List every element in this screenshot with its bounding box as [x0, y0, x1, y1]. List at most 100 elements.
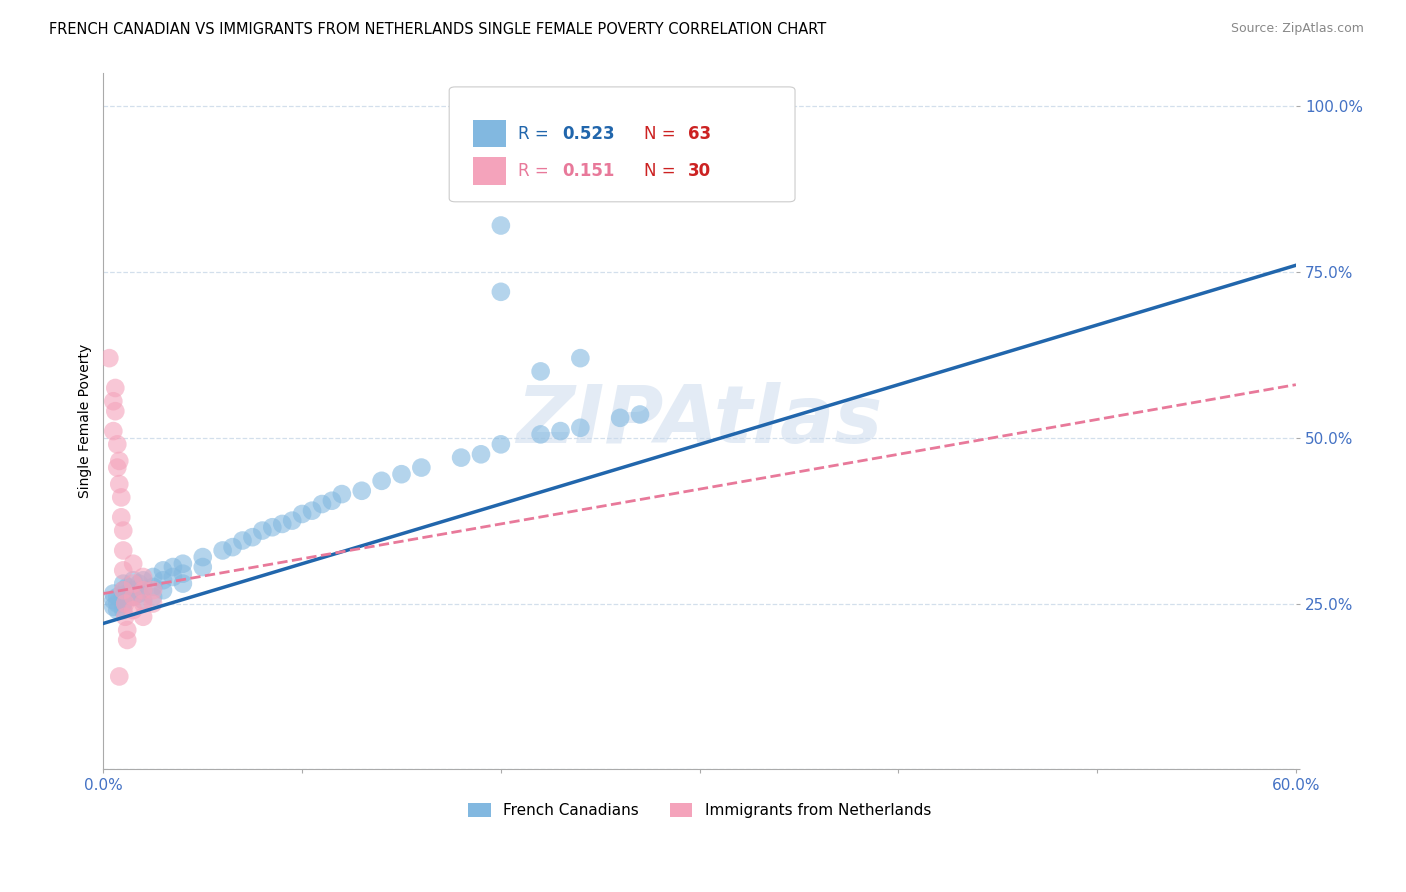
Point: [103, 599, 125, 614]
Point: [122, 576, 145, 591]
Y-axis label: Single Female Poverty: Single Female Poverty: [79, 344, 93, 499]
Point: [330, 487, 353, 501]
Text: R =: R =: [519, 125, 554, 143]
Point: [103, 586, 125, 600]
Point: [281, 514, 304, 528]
Point: [105, 597, 128, 611]
Point: [142, 580, 165, 594]
Point: [104, 404, 127, 418]
Point: [132, 583, 155, 598]
Text: FRENCH CANADIAN VS IMMIGRANTS FROM NETHERLANDS SINGLE FEMALE POVERTY CORRELATION: FRENCH CANADIAN VS IMMIGRANTS FROM NETHE…: [49, 22, 827, 37]
Point: [132, 574, 155, 588]
Bar: [472, 157, 506, 186]
Point: [103, 593, 125, 607]
Point: [142, 583, 165, 598]
Point: [122, 590, 145, 604]
Point: [291, 507, 314, 521]
Point: [350, 483, 373, 498]
Point: [530, 427, 553, 442]
Point: [411, 460, 433, 475]
Point: [162, 570, 184, 584]
Text: 0.151: 0.151: [562, 162, 614, 180]
FancyBboxPatch shape: [449, 87, 794, 202]
Point: [142, 597, 165, 611]
Point: [132, 609, 155, 624]
Text: Source: ZipAtlas.com: Source: ZipAtlas.com: [1230, 22, 1364, 36]
Point: [112, 563, 135, 577]
Point: [628, 408, 651, 422]
Point: [172, 557, 194, 571]
Point: [108, 454, 131, 468]
Point: [110, 510, 132, 524]
Point: [262, 520, 284, 534]
Point: [450, 450, 472, 465]
Text: 0.523: 0.523: [562, 125, 614, 143]
Point: [470, 447, 492, 461]
Point: [112, 576, 135, 591]
Point: [211, 543, 233, 558]
Point: [191, 560, 214, 574]
Point: [162, 560, 184, 574]
Point: [108, 477, 131, 491]
Point: [152, 563, 174, 577]
Point: [172, 576, 194, 591]
Point: [152, 583, 174, 598]
Point: [128, 576, 150, 591]
Point: [370, 474, 392, 488]
Point: [489, 152, 512, 166]
Point: [112, 603, 135, 617]
Point: [242, 530, 264, 544]
Point: [103, 424, 125, 438]
Point: [122, 583, 145, 598]
Point: [311, 497, 333, 511]
Text: 63: 63: [688, 125, 711, 143]
Point: [132, 583, 155, 598]
Point: [569, 351, 592, 366]
Point: [122, 557, 145, 571]
Point: [128, 586, 150, 600]
Point: [172, 566, 194, 581]
Point: [112, 583, 135, 598]
Bar: [472, 120, 506, 147]
Text: R =: R =: [519, 162, 560, 180]
Point: [321, 493, 343, 508]
Point: [132, 597, 155, 611]
Point: [105, 460, 128, 475]
Point: [104, 381, 127, 395]
Point: [132, 593, 155, 607]
Point: [98, 351, 121, 366]
Point: [301, 503, 323, 517]
Point: [122, 574, 145, 588]
Point: [108, 669, 131, 683]
Legend: French Canadians, Immigrants from Netherlands: French Canadians, Immigrants from Nether…: [463, 797, 938, 824]
Point: [152, 574, 174, 588]
Point: [112, 583, 135, 598]
Point: [391, 467, 413, 482]
Point: [112, 590, 135, 604]
Point: [114, 609, 136, 624]
Point: [112, 543, 135, 558]
Text: N =: N =: [644, 125, 681, 143]
Point: [530, 364, 553, 378]
Point: [112, 524, 135, 538]
Point: [105, 590, 128, 604]
Text: ZIPAtlas: ZIPAtlas: [516, 382, 883, 460]
Text: 30: 30: [688, 162, 711, 180]
Point: [115, 580, 138, 594]
Point: [122, 590, 145, 604]
Text: N =: N =: [644, 162, 681, 180]
Point: [105, 437, 128, 451]
Point: [489, 285, 512, 299]
Point: [132, 570, 155, 584]
Point: [489, 219, 512, 233]
Point: [569, 421, 592, 435]
Point: [271, 516, 294, 531]
Point: [112, 597, 135, 611]
Point: [115, 632, 138, 647]
Point: [609, 410, 631, 425]
Point: [252, 524, 274, 538]
Point: [115, 586, 138, 600]
Point: [114, 597, 136, 611]
Point: [550, 424, 572, 438]
Point: [221, 540, 243, 554]
